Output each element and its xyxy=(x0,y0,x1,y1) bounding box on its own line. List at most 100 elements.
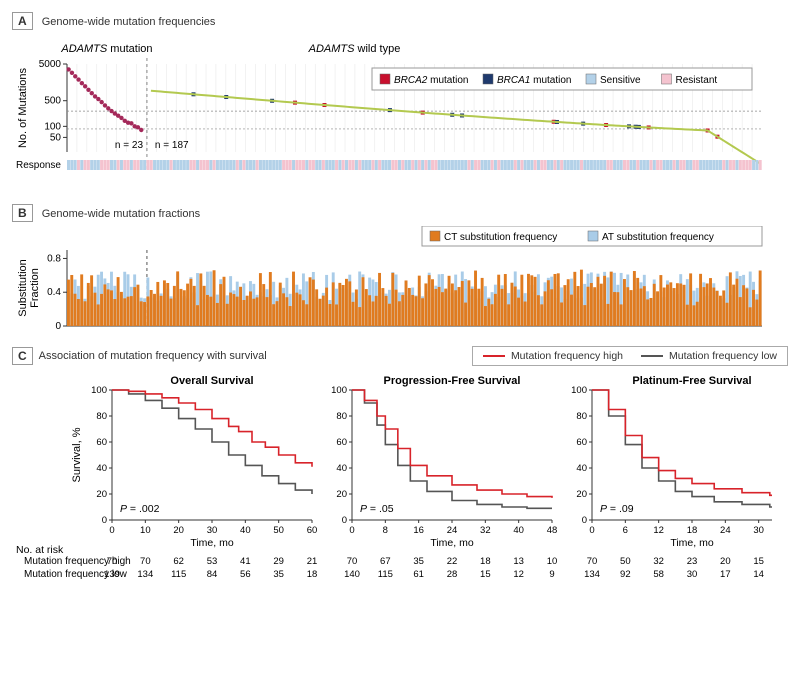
svg-text:70: 70 xyxy=(587,556,598,567)
svg-text:17: 17 xyxy=(720,569,731,580)
svg-text:28: 28 xyxy=(447,569,458,580)
svg-text:15: 15 xyxy=(480,569,491,580)
svg-text:CT substitution frequency: CT substitution frequency xyxy=(444,232,557,243)
svg-text:0: 0 xyxy=(582,515,587,526)
svg-text:0: 0 xyxy=(55,321,61,332)
svg-text:P = .09: P = .09 xyxy=(600,503,634,515)
svg-text:10: 10 xyxy=(140,525,151,536)
svg-text:0.4: 0.4 xyxy=(47,287,61,298)
svg-text:40: 40 xyxy=(96,463,107,474)
svg-text:134: 134 xyxy=(137,569,153,580)
svg-text:115: 115 xyxy=(171,569,186,580)
panel-c: C Association of mutation frequency with… xyxy=(12,346,788,600)
svg-text:40: 40 xyxy=(240,525,251,536)
panel-a-title: Genome-wide mutation frequencies xyxy=(42,16,216,28)
svg-text:24: 24 xyxy=(447,525,458,536)
svg-text:12: 12 xyxy=(513,569,524,580)
svg-text:Platinum-Free Survival: Platinum-Free Survival xyxy=(632,375,751,387)
svg-text:16: 16 xyxy=(413,525,424,536)
svg-text:100: 100 xyxy=(91,385,107,396)
svg-text:60: 60 xyxy=(307,525,318,536)
svg-text:67: 67 xyxy=(380,556,391,567)
svg-text:500: 500 xyxy=(44,96,61,107)
svg-text:32: 32 xyxy=(480,525,491,536)
svg-text:Time, mo: Time, mo xyxy=(670,537,714,549)
svg-text:ADAMTS mutation: ADAMTS mutation xyxy=(60,43,152,55)
svg-text:60: 60 xyxy=(336,437,347,448)
svg-text:No. at risk: No. at risk xyxy=(16,544,64,556)
panel-a: A Genome-wide mutation frequencies 50100… xyxy=(12,12,788,194)
svg-text:20: 20 xyxy=(96,489,107,500)
svg-text:70: 70 xyxy=(347,556,358,567)
svg-text:20: 20 xyxy=(173,525,184,536)
panel-b: B Genome-wide mutation fractions CT subs… xyxy=(12,204,788,336)
svg-text:21: 21 xyxy=(307,556,318,567)
panel-c-title: Association of mutation frequency with s… xyxy=(39,350,267,362)
svg-text:50: 50 xyxy=(50,132,62,143)
svg-text:30: 30 xyxy=(687,569,698,580)
svg-text:9: 9 xyxy=(549,569,554,580)
svg-text:0: 0 xyxy=(102,515,107,526)
svg-text:53: 53 xyxy=(207,556,218,567)
svg-text:115: 115 xyxy=(378,569,393,580)
svg-text:50: 50 xyxy=(620,556,631,567)
svg-text:20: 20 xyxy=(576,489,587,500)
panel-c-chart: Overall Survival020406080100010203040506… xyxy=(12,370,772,600)
panel-c-label: C xyxy=(12,347,33,365)
svg-text:Progression-Free Survival: Progression-Free Survival xyxy=(384,375,521,387)
svg-text:12: 12 xyxy=(653,525,664,536)
svg-text:40: 40 xyxy=(336,463,347,474)
svg-text:n = 187: n = 187 xyxy=(155,140,189,151)
svg-text:62: 62 xyxy=(173,556,184,567)
svg-text:32: 32 xyxy=(653,556,664,567)
svg-text:0: 0 xyxy=(349,525,354,536)
svg-text:23: 23 xyxy=(687,556,698,567)
svg-text:18: 18 xyxy=(480,556,491,567)
svg-text:80: 80 xyxy=(96,411,107,422)
svg-text:100: 100 xyxy=(571,385,587,396)
svg-text:18: 18 xyxy=(307,569,318,580)
svg-text:80: 80 xyxy=(576,411,587,422)
svg-text:60: 60 xyxy=(576,437,587,448)
svg-text:Mutation frequency high: Mutation frequency high xyxy=(24,556,131,567)
svg-text:0: 0 xyxy=(109,525,114,536)
svg-text:Time, mo: Time, mo xyxy=(430,537,474,549)
panel-b-title: Genome-wide mutation fractions xyxy=(42,208,200,220)
svg-text:20: 20 xyxy=(720,556,731,567)
svg-text:61: 61 xyxy=(413,569,424,580)
svg-text:20: 20 xyxy=(336,489,347,500)
svg-text:84: 84 xyxy=(207,569,218,580)
svg-text:134: 134 xyxy=(584,569,600,580)
svg-text:29: 29 xyxy=(273,556,284,567)
svg-text:14: 14 xyxy=(753,569,764,580)
svg-text:P = .05: P = .05 xyxy=(360,503,394,515)
svg-text:0: 0 xyxy=(342,515,347,526)
svg-text:BRCA1 mutation: BRCA1 mutation xyxy=(497,75,572,86)
svg-text:48: 48 xyxy=(547,525,558,536)
svg-text:8: 8 xyxy=(383,525,388,536)
svg-text:50: 50 xyxy=(273,525,284,536)
svg-text:22: 22 xyxy=(447,556,458,567)
panel-b-chart: CT substitution frequency AT substitution… xyxy=(12,226,772,336)
svg-text:n = 23: n = 23 xyxy=(115,140,144,151)
svg-text:Sensitive: Sensitive xyxy=(600,75,641,86)
svg-text:0: 0 xyxy=(589,525,594,536)
svg-text:5000: 5000 xyxy=(39,59,62,70)
svg-text:13: 13 xyxy=(513,556,524,567)
svg-text:BRCA2 mutation: BRCA2 mutation xyxy=(394,75,469,86)
svg-text:Overall Survival: Overall Survival xyxy=(170,375,253,387)
svg-text:60: 60 xyxy=(96,437,107,448)
svg-text:15: 15 xyxy=(753,556,764,567)
svg-text:56: 56 xyxy=(240,569,251,580)
svg-text:SubstitutionFraction: SubstitutionFraction xyxy=(17,259,41,316)
svg-text:58: 58 xyxy=(653,569,664,580)
svg-text:40: 40 xyxy=(513,525,524,536)
svg-text:ADAMTS wild type: ADAMTS wild type xyxy=(308,43,401,55)
svg-text:6: 6 xyxy=(623,525,628,536)
panel-c-legend: Mutation frequency highMutation frequenc… xyxy=(472,346,788,366)
svg-text:Response: Response xyxy=(16,160,61,171)
svg-text:100: 100 xyxy=(331,385,347,396)
svg-text:92: 92 xyxy=(620,569,631,580)
svg-text:30: 30 xyxy=(207,525,218,536)
svg-text:AT substitution frequency: AT substitution frequency xyxy=(602,232,714,243)
